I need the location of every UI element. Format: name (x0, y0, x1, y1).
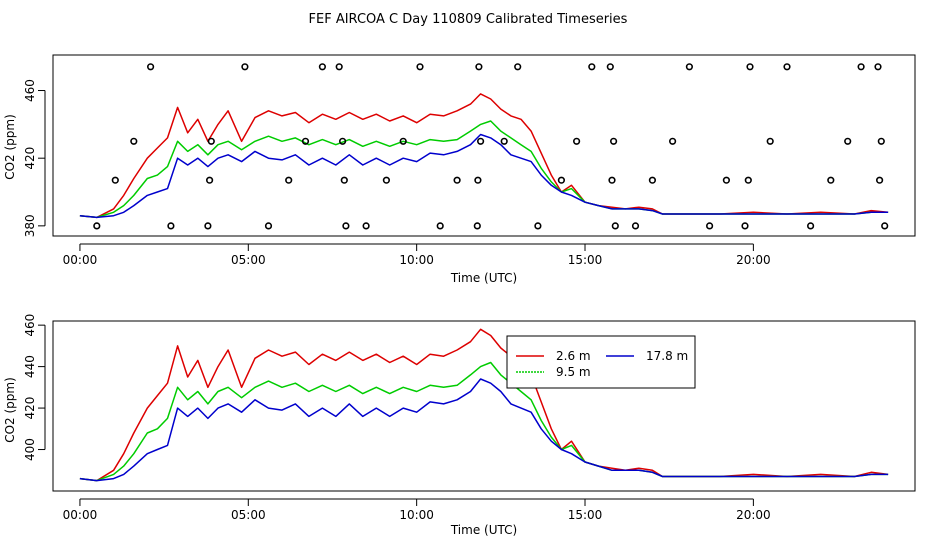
panel-1-marker-point (342, 222, 350, 230)
panel-1-marker-point (473, 222, 481, 230)
panel-1-marker-point (606, 63, 614, 71)
panel-1-x-tick-label: 10:00 (399, 253, 434, 267)
panel-2-y-tick-label: 400 (23, 438, 37, 461)
legend-label-17-8m: 17.8 m (646, 349, 688, 363)
panel-1-marker-point (685, 63, 694, 71)
panel-1-marker-point (844, 137, 852, 145)
panel-1-marker-point (875, 176, 884, 184)
panel-2-x-tick-label: 05:00 (231, 508, 266, 522)
panel-2-y-tick-label: 460 (23, 314, 37, 337)
panel-1-axes: 00:00 05:00 10:00 15:00 20:00 380 420 460 (23, 79, 771, 267)
panel-1-marker-point (588, 63, 596, 71)
panel-2-x-tick-label: 10:00 (399, 508, 434, 522)
panel-1-marker-point (362, 222, 370, 230)
panel-1-marker-point (722, 176, 731, 184)
panel-1-marker-point (204, 222, 212, 230)
panel-2-y-tick-label: 420 (23, 397, 37, 420)
panel-1-marker-point (399, 137, 407, 145)
panel-1-marker-point (111, 176, 119, 184)
panel-1-marker-point (857, 63, 865, 71)
panel-1-marker-point (130, 137, 138, 145)
panel-1-marker-point (631, 222, 640, 230)
panel-2-x-tick-label: 15:00 (568, 508, 603, 522)
panel-1-marker-point (705, 222, 714, 230)
panel-1-marker-point (436, 222, 444, 230)
panel-1-y-tick-label: 420 (23, 147, 37, 170)
panel-1-y-tick-label: 380 (23, 214, 37, 237)
panel-1-marker-point (744, 176, 752, 184)
panel-1-marker-point (514, 63, 522, 71)
panel-1-marker-point (335, 63, 343, 71)
panel-1-marker-point (608, 176, 616, 184)
panel-1-y-tick-label: 460 (23, 79, 37, 102)
panel-1-marker-point (206, 176, 214, 184)
panel-2-frame (52, 320, 916, 492)
panel-1-marker-point (827, 176, 835, 184)
panel-1-marker-point (477, 137, 485, 145)
panel-1-marker-point (453, 176, 461, 184)
panel-2-y-tick-label: 440 (23, 355, 37, 378)
panel-1-marker-point (167, 222, 175, 230)
panel-1-marker-point (339, 137, 347, 145)
legend: 2.6 m 17.8 m 9.5 m (506, 335, 696, 389)
chart-title: FEF AIRCOA C Day 110809 Calibrated Times… (309, 12, 628, 27)
panel-1-marker-point (207, 137, 215, 145)
panel-2-x-tick-label: 20:00 (736, 508, 771, 522)
panel-1-marker-point (877, 137, 885, 145)
panel-1-marker-point (318, 63, 327, 71)
panel-2-series-2-6-m-line (79, 328, 889, 482)
panel-1-marker-point (746, 63, 754, 71)
legend-label-2-6m: 2.6 m (556, 349, 591, 363)
panel-1-series-2-6-m-line (79, 93, 889, 219)
legend-box (506, 335, 696, 389)
panel-1-marker-point (147, 63, 155, 71)
panel-1-marker-point (572, 137, 581, 145)
panel-1-marker-point (301, 137, 310, 145)
panel-1-frame (52, 54, 916, 237)
panel-1-marker-point (668, 137, 677, 145)
panel-1-marker-point (609, 137, 618, 145)
panel-1-marker-point (93, 222, 101, 230)
panel-2-series-17-8-m-line (79, 378, 889, 482)
panel-1-x-tick-label: 15:00 (568, 253, 603, 267)
panel-1-marker-point (241, 63, 249, 71)
panel-1-marker-point (881, 222, 889, 230)
panel-1-marker-point (783, 63, 791, 71)
panel-1-marker-point (285, 176, 293, 184)
panel-2-axes: 00:00 05:00 10:00 15:00 20:00 400 420 440 460 (23, 314, 771, 522)
panel-1-marker-point (475, 63, 483, 71)
panel-1-x-tick-label: 00:00 (63, 253, 98, 267)
legend-label-9-5m: 9.5 m (556, 365, 591, 379)
panel-1-marker-point (648, 176, 657, 184)
panel-1-marker-point (611, 222, 619, 230)
panel-1-marker-point (534, 222, 542, 230)
panel-1-marker-point (766, 137, 774, 145)
panel-1-marker-point (382, 176, 391, 184)
panel-1-x-axis-label: Time (UTC) (450, 271, 517, 285)
panel-1-marker-point (474, 176, 482, 184)
panel-2-x-axis-label: Time (UTC) (450, 523, 517, 537)
panel-1-marks (79, 63, 889, 230)
panel-1-y-axis-label: CO2 (ppm) (3, 114, 17, 180)
panel-1-marker-point (741, 222, 749, 230)
panel-1-marker-point (500, 137, 508, 145)
panel-1-marker-point (874, 63, 882, 71)
panel-1-series-17-8-m-line (79, 133, 889, 219)
panel-2-x-tick-label: 00:00 (63, 508, 98, 522)
panel-1-marker-point (557, 176, 566, 184)
panel-1-x-tick-label: 20:00 (736, 253, 771, 267)
panel-2-marks (79, 328, 889, 482)
panel-1-marker-point (416, 63, 424, 71)
panel-1-marker-point (340, 176, 348, 184)
panel-1-marker-point (264, 222, 273, 230)
panel-1-marker-point (806, 222, 815, 230)
panel-2-y-axis-label: CO2 (ppm) (3, 377, 17, 443)
panel-1-x-tick-label: 05:00 (231, 253, 266, 267)
